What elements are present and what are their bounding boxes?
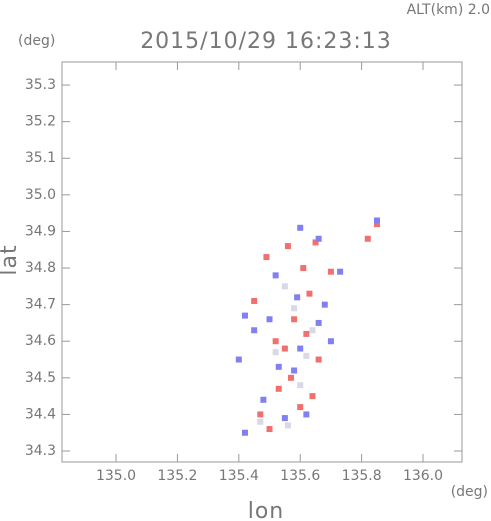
chart-title: 2015/10/29 16:23:13 (140, 29, 392, 54)
data-point (315, 356, 322, 363)
x-tick-label: 135.0 (96, 468, 136, 484)
y-tick-label: 35.1 (25, 150, 56, 166)
data-point (266, 426, 273, 433)
data-point (281, 345, 288, 352)
data-point (327, 268, 334, 275)
data-point (327, 338, 334, 345)
data-point (364, 235, 371, 242)
data-point (266, 316, 273, 323)
x-unit: (deg) (451, 484, 488, 500)
data-point (257, 411, 264, 418)
x-tick-label: 136.0 (403, 468, 443, 484)
y-tick-label: 34.4 (25, 406, 56, 422)
data-point (251, 327, 258, 334)
data-point (291, 316, 298, 323)
data-point (275, 385, 282, 392)
data-point (309, 393, 316, 400)
data-point (309, 327, 316, 334)
data-point (294, 294, 301, 301)
data-point (315, 235, 322, 242)
altitude-label: ALT(km) 2.0 (407, 2, 490, 18)
data-point (303, 411, 310, 418)
data-point (297, 404, 304, 411)
plot-frame (61, 61, 463, 463)
y-tick-label: 34.7 (25, 297, 56, 313)
y-tick-label: 34.5 (25, 370, 56, 386)
data-point (272, 338, 279, 345)
data-point (241, 429, 248, 436)
x-axis-label: lon (248, 499, 285, 521)
data-point (303, 330, 310, 337)
y-tick-label: 35.0 (25, 187, 56, 203)
y-tick-label: 34.3 (25, 443, 56, 459)
data-point (297, 382, 304, 389)
y-unit: (deg) (18, 33, 55, 49)
data-point (251, 297, 258, 304)
data-point (281, 283, 288, 290)
data-point (297, 224, 304, 231)
y-tick-label: 35.2 (25, 114, 56, 130)
data-point (235, 356, 242, 363)
data-point (281, 415, 288, 422)
data-point (300, 265, 307, 272)
x-tick-label: 135.8 (342, 468, 382, 484)
x-tick-label: 135.6 (280, 468, 320, 484)
data-point (257, 418, 264, 425)
y-tick-label: 34.6 (25, 333, 56, 349)
data-point (315, 319, 322, 326)
data-point (284, 243, 291, 250)
data-point (272, 272, 279, 279)
data-point (291, 305, 298, 312)
x-tick-label: 135.4 (219, 468, 259, 484)
y-tick-label: 35.3 (25, 77, 56, 93)
data-point (303, 352, 310, 359)
y-tick-label: 34.8 (25, 260, 56, 276)
y-tick-label: 34.9 (25, 223, 56, 239)
data-point (337, 268, 344, 275)
data-point (373, 221, 380, 228)
data-point (263, 254, 270, 261)
x-tick-label: 135.2 (157, 468, 197, 484)
data-point (312, 239, 319, 246)
data-point (321, 301, 328, 308)
data-point (284, 422, 291, 429)
data-point (260, 396, 267, 403)
data-point (291, 367, 298, 374)
data-point (275, 363, 282, 370)
y-axis-label: lat (0, 244, 22, 275)
data-point (288, 374, 295, 381)
data-point (373, 217, 380, 224)
data-point (297, 345, 304, 352)
data-point (306, 290, 313, 297)
data-point (241, 312, 248, 319)
data-point (272, 349, 279, 356)
